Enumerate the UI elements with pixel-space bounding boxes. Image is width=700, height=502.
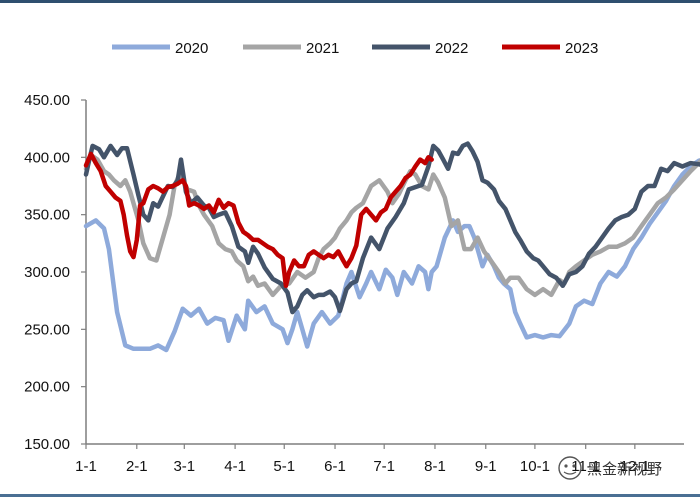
x-axis: 1-1 2-1 3-1 4-1 5-1 6-1 7-1 8-1 9-1 10-1 11-1 12-1 [75, 443, 684, 475]
plot-area [83, 141, 700, 353]
x-tick-label: 4-1 [224, 458, 246, 475]
y-axis: 450.00 400.00 350.00 300.00 250.00 200.00 150.… [24, 92, 87, 453]
y-tick-label: 300.00 [24, 264, 70, 281]
y-tick-label: 250.00 [24, 321, 70, 338]
x-tick-label: 5-1 [273, 458, 295, 475]
watermark-icon [558, 456, 582, 480]
chart-legend: 2020 2021 2022 2023 [112, 40, 598, 57]
x-tick-label: 11-1 [571, 458, 600, 475]
x-tick-label: 12-1 [620, 458, 650, 475]
series-line-2023 [83, 151, 434, 289]
x-tick-label: 7-1 [373, 458, 395, 475]
x-tick-label: 1-1 [75, 458, 97, 475]
bottom-frame-line [0, 494, 700, 497]
series-line-2022 [83, 141, 700, 315]
y-tick-label: 150.00 [24, 436, 70, 453]
x-tick-label: 2-1 [126, 458, 148, 475]
legend-label-2022: 2022 [435, 40, 468, 57]
legend-label-2020: 2020 [175, 40, 208, 57]
x-tick-label: 9-1 [475, 458, 497, 475]
x-tick-label: 6-1 [324, 458, 346, 475]
legend-label-2023: 2023 [565, 40, 598, 57]
top-frame-line [0, 0, 700, 3]
legend-label-2021: 2021 [306, 40, 339, 57]
y-tick-label: 450.00 [24, 92, 70, 109]
x-tick-label: 10-1 [520, 458, 550, 475]
y-tick-label: 200.00 [24, 379, 70, 396]
y-tick-label: 350.00 [24, 207, 70, 224]
y-tick-label: 400.00 [24, 149, 70, 166]
x-tick-label: 8-1 [424, 458, 446, 475]
watermark: 黑金新视野 [558, 456, 662, 480]
series-line-2020 [83, 158, 700, 353]
watermark-text: 黑金新视野 [587, 461, 662, 478]
x-tick-label: 3-1 [173, 458, 195, 475]
